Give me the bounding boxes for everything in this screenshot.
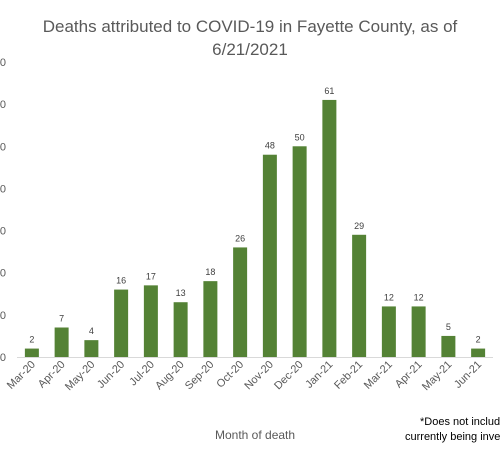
chart-title-line-2: 6/21/2021 (212, 40, 288, 59)
data-label: 17 (146, 271, 156, 281)
y-tick-label: 10 (0, 310, 6, 322)
data-labels: 2 7 4 16 17 13 18 26 48 50 61 29 12 12 5 2 (29, 86, 480, 345)
bar-apr-20 (54, 327, 69, 357)
data-label: 2 (476, 335, 481, 345)
x-tick-label: Jan-21 (303, 359, 335, 391)
data-label: 5 (446, 322, 451, 332)
data-label: 13 (176, 288, 186, 298)
x-axis-title: Month of death (215, 428, 296, 442)
y-tick-label: 20 (0, 268, 6, 280)
x-tick-label: Aug-20 (153, 359, 187, 393)
data-label: 48 (265, 141, 275, 151)
data-label: 4 (89, 326, 94, 336)
bar-nov-20 (262, 154, 277, 357)
data-label: 12 (414, 292, 424, 302)
x-tick-label: Sep-20 (183, 359, 217, 393)
bar-apr-21 (411, 306, 426, 357)
data-label: 12 (384, 292, 394, 302)
y-tick-label: 70 (0, 57, 6, 69)
y-tick-label: 40 (0, 183, 6, 195)
footnote-line-1: *Does not include (420, 416, 500, 428)
y-tick-label: 60 (0, 99, 6, 111)
x-tick-label: Jun-21 (452, 359, 484, 391)
y-tick-label: 30 (0, 226, 6, 238)
data-label: 2 (29, 335, 34, 345)
bar-jun-20 (114, 289, 129, 357)
bar-dec-20 (292, 146, 307, 357)
data-label: 18 (205, 267, 215, 277)
x-tick-label: May-20 (63, 359, 97, 393)
bar-sep-20 (203, 281, 218, 357)
bar-oct-20 (233, 247, 248, 357)
x-tick-label: Jun-20 (95, 359, 127, 391)
x-tick-label: Mar-21 (362, 359, 395, 392)
bar-mar-20 (24, 348, 39, 357)
bar-jan-21 (322, 99, 337, 357)
x-tick-label: May-21 (420, 359, 454, 393)
y-tick-label: 0 (0, 352, 6, 364)
chart-title-line-1: Deaths attributed to COVID-19 in Fayette… (42, 17, 458, 36)
bar-aug-20 (173, 302, 188, 357)
bar-may-21 (441, 335, 456, 357)
x-tick-label: Mar-20 (5, 359, 38, 392)
x-tick-label: Nov-20 (242, 359, 276, 393)
data-label: 50 (295, 132, 305, 142)
x-tick-label: Feb-21 (332, 359, 365, 392)
bar-jun-21 (471, 348, 486, 357)
data-label: 7 (59, 314, 64, 324)
x-tick-label: Dec-20 (272, 359, 306, 393)
x-tick-label: Oct-20 (214, 359, 246, 391)
y-tick-label: 50 (0, 141, 6, 153)
data-label: 29 (354, 221, 364, 231)
bar-jul-20 (143, 285, 158, 357)
bar-mar-21 (381, 306, 396, 357)
data-label: 61 (324, 86, 334, 96)
y-axis-ticks: 0 10 20 30 40 50 60 70 (0, 57, 6, 364)
bar-feb-21 (352, 234, 367, 357)
footnote-line-2: currently being inve (405, 431, 500, 443)
bar-series (24, 99, 486, 357)
data-label: 26 (235, 233, 245, 243)
bar-may-20 (84, 340, 99, 357)
data-label: 16 (116, 276, 126, 286)
